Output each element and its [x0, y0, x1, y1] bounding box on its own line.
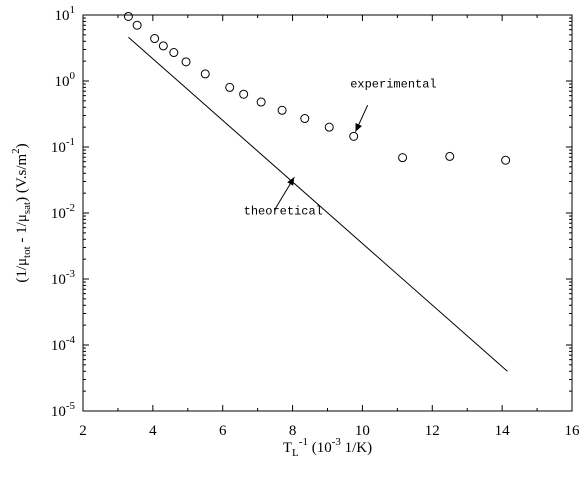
y-tick-label: 10-3 [51, 268, 76, 288]
x-tick-label: 12 [425, 423, 440, 439]
y-tick-label: 10-4 [51, 334, 76, 354]
data-series [123, 11, 511, 372]
data-point [501, 155, 511, 165]
arrow-head [287, 177, 295, 186]
data-point [256, 97, 266, 107]
x-tick-label: 16 [565, 423, 581, 439]
x-tick-label: 2 [79, 423, 87, 439]
arrow-head [355, 123, 362, 132]
data-point [169, 48, 179, 58]
data-point [181, 57, 191, 67]
data-point [158, 41, 168, 51]
axis-ticks [82, 14, 573, 412]
data-point [150, 34, 160, 44]
data-point [300, 114, 310, 124]
y-tick-label: 10-1 [51, 136, 75, 156]
y-tick-label: 10-5 [51, 400, 76, 420]
data-point [445, 151, 455, 161]
x-tick-label: 4 [149, 423, 157, 439]
x-tick-label: 6 [219, 423, 227, 439]
y-tick-label: 101 [55, 4, 76, 24]
data-point [349, 131, 359, 141]
annotation-label: experimental [350, 77, 436, 91]
data-point [398, 153, 408, 163]
x-tick-label: 14 [495, 423, 511, 439]
data-point [132, 20, 142, 30]
y-tick-labels: 101 100 10-1 10-2 10-3 10-4 10-5 [51, 4, 76, 420]
x-tick-labels: 2 4 6 8 10 12 14 16 [79, 423, 580, 439]
data-point [239, 89, 249, 99]
annotations: experimental theoretical [244, 77, 437, 218]
data-point [200, 69, 210, 79]
y-tick-label: 100 [55, 70, 76, 90]
x-tick-label: 8 [289, 423, 297, 439]
y-tick-label: 10-2 [51, 202, 75, 222]
data-point [277, 105, 287, 115]
data-point [324, 122, 334, 132]
y-axis-title: (1/μtot - 1/μsat) (V.s/m2) [10, 143, 33, 282]
x-tick-label: 10 [355, 423, 370, 439]
data-point [225, 82, 235, 92]
x-axis-title: TL-1 (10-3 1/K) [283, 436, 372, 459]
annotation-label: theoretical [244, 204, 323, 218]
data-point [123, 11, 133, 21]
theory-line [128, 36, 508, 372]
